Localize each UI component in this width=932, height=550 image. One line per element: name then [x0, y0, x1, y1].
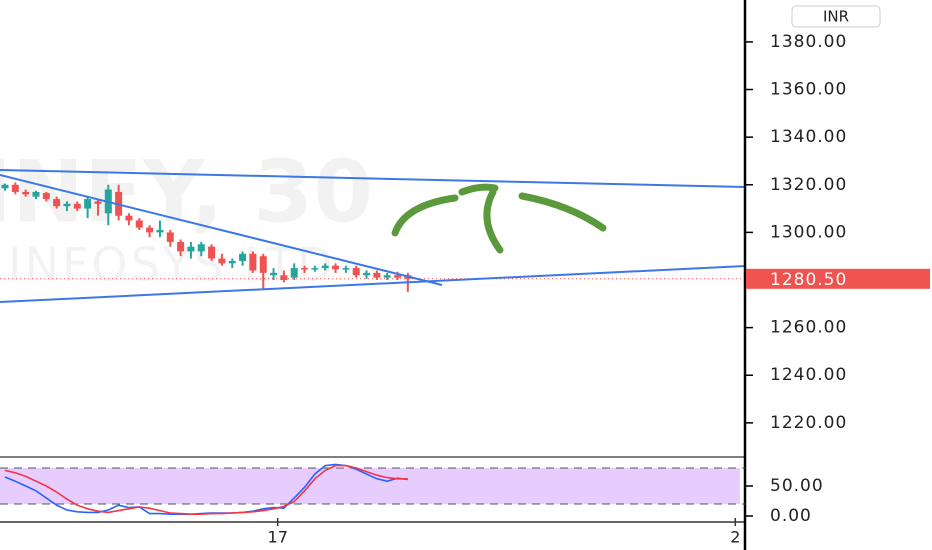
drawing-stroke	[483, 188, 504, 254]
candle-body	[187, 246, 195, 252]
candle-body	[332, 265, 340, 270]
candle-body	[270, 272, 278, 276]
trendline	[0, 265, 746, 303]
candle-body	[94, 201, 102, 204]
candle-body	[32, 191, 40, 197]
x-tick-label: 2	[730, 528, 740, 547]
candle-body	[84, 199, 92, 209]
candle-body	[53, 199, 61, 207]
candle-body	[208, 246, 216, 259]
last-price-box	[746, 268, 930, 289]
candle-body	[373, 272, 381, 278]
candle-body	[321, 265, 329, 269]
x-tick-label: 17	[268, 528, 288, 547]
trendline	[0, 174, 443, 286]
candle-body	[146, 227, 154, 233]
currency[interactable]: INR	[823, 8, 849, 26]
currency-box[interactable]	[791, 5, 881, 28]
y-tick-label: 0.00	[770, 506, 812, 526]
drawing-stroke	[518, 192, 607, 232]
y-tick-label: 1240.00	[770, 365, 847, 385]
stoch-line	[4, 464, 408, 515]
candle-body	[311, 268, 319, 270]
candle-body	[342, 268, 350, 270]
candle-body	[239, 253, 247, 261]
trendline	[0, 169, 746, 188]
candle-body	[383, 275, 391, 278]
y-tick-label: 1360.00	[770, 80, 847, 100]
candle-body	[352, 268, 360, 276]
candle-body	[177, 241, 185, 252]
candle-body	[301, 268, 309, 270]
candle-body	[394, 275, 402, 278]
candle-body	[259, 256, 267, 273]
y-tick-label: 1320.00	[770, 175, 847, 195]
candle-body	[197, 244, 205, 252]
drawing	[391, 183, 607, 254]
candle-body	[363, 272, 371, 276]
candle-body	[63, 203, 71, 207]
candle-body	[73, 203, 81, 209]
drawing-stroke	[391, 194, 459, 237]
y-tick-label: 1380.00	[770, 32, 847, 52]
candle-body	[135, 220, 143, 228]
y-tick-label: 1220.00	[770, 413, 847, 433]
candle-body	[1, 184, 9, 189]
y-tick-label: 1260.00	[770, 318, 847, 338]
drawing-stroke	[458, 183, 499, 196]
candle-body	[125, 215, 133, 221]
y-tick-label: 1300.00	[770, 222, 847, 242]
candle-body	[290, 268, 298, 278]
candle-body	[218, 258, 226, 264]
last-price-label: 1280.50	[770, 270, 847, 290]
candle-body	[156, 230, 164, 233]
candle-body	[11, 184, 19, 192]
candle-body	[22, 191, 30, 195]
stoch-band	[0, 468, 740, 504]
candle-body	[228, 260, 236, 264]
candle-body	[280, 275, 288, 280]
candle-body	[166, 232, 174, 242]
watermark-symbol: INFY, 30	[0, 142, 373, 242]
candle-body	[249, 253, 257, 271]
y-tick-label: 50.00	[770, 476, 824, 496]
y-tick-label: 1340.00	[770, 127, 847, 147]
candle-body	[42, 193, 50, 200]
